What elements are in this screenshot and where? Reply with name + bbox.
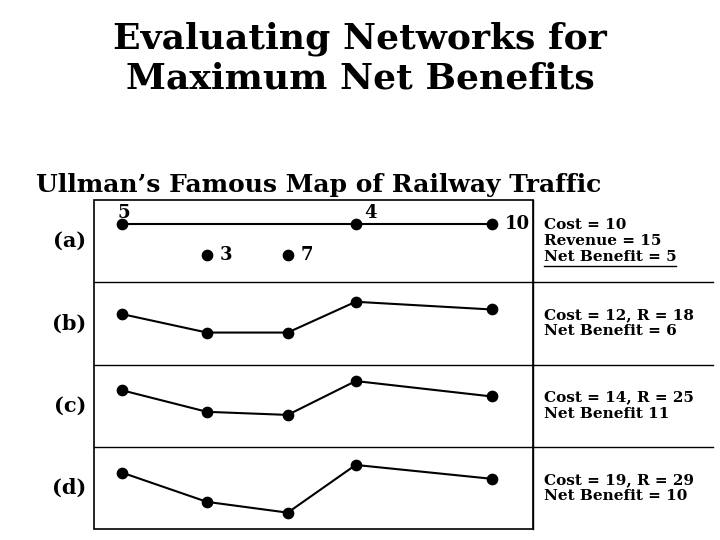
Point xyxy=(202,251,213,259)
Point xyxy=(350,377,361,386)
Point xyxy=(282,251,294,259)
Text: Evaluating Networks for
Maximum Net Benefits: Evaluating Networks for Maximum Net Bene… xyxy=(113,22,607,96)
Point xyxy=(202,408,213,416)
Text: 5: 5 xyxy=(118,204,130,222)
Text: Revenue = 15: Revenue = 15 xyxy=(544,234,661,248)
Text: Cost = 12, R = 18: Cost = 12, R = 18 xyxy=(544,308,693,322)
Text: (d): (d) xyxy=(52,478,86,498)
Point xyxy=(350,220,361,228)
Text: (c): (c) xyxy=(54,396,86,416)
Text: (b): (b) xyxy=(52,313,86,333)
Text: 3: 3 xyxy=(220,246,233,264)
Point xyxy=(486,220,498,228)
Text: Ullman’s Famous Map of Railway Traffic: Ullman’s Famous Map of Railway Traffic xyxy=(36,173,601,197)
Text: 7: 7 xyxy=(300,246,313,264)
Point xyxy=(202,328,213,337)
Text: Cost = 14, R = 25: Cost = 14, R = 25 xyxy=(544,390,693,404)
Text: (a): (a) xyxy=(53,231,86,251)
Point xyxy=(282,410,294,419)
Point xyxy=(350,298,361,306)
Text: Net Benefit = 6: Net Benefit = 6 xyxy=(544,325,676,339)
Point xyxy=(486,475,498,483)
Point xyxy=(117,310,128,319)
Point xyxy=(282,508,294,517)
Point xyxy=(282,328,294,337)
Point xyxy=(117,220,128,228)
Point xyxy=(117,468,128,477)
Point xyxy=(350,461,361,469)
Text: 4: 4 xyxy=(364,204,377,222)
Text: Net Benefit = 5: Net Benefit = 5 xyxy=(544,250,676,264)
Text: Cost = 10: Cost = 10 xyxy=(544,218,626,232)
Point xyxy=(117,386,128,395)
Text: Net Benefit = 10: Net Benefit = 10 xyxy=(544,489,687,503)
Point xyxy=(486,392,498,401)
Text: Net Benefit 11: Net Benefit 11 xyxy=(544,407,669,421)
Text: Cost = 19, R = 29: Cost = 19, R = 29 xyxy=(544,473,693,487)
Text: 10: 10 xyxy=(505,215,529,233)
Point xyxy=(486,305,498,314)
Point xyxy=(202,497,213,506)
